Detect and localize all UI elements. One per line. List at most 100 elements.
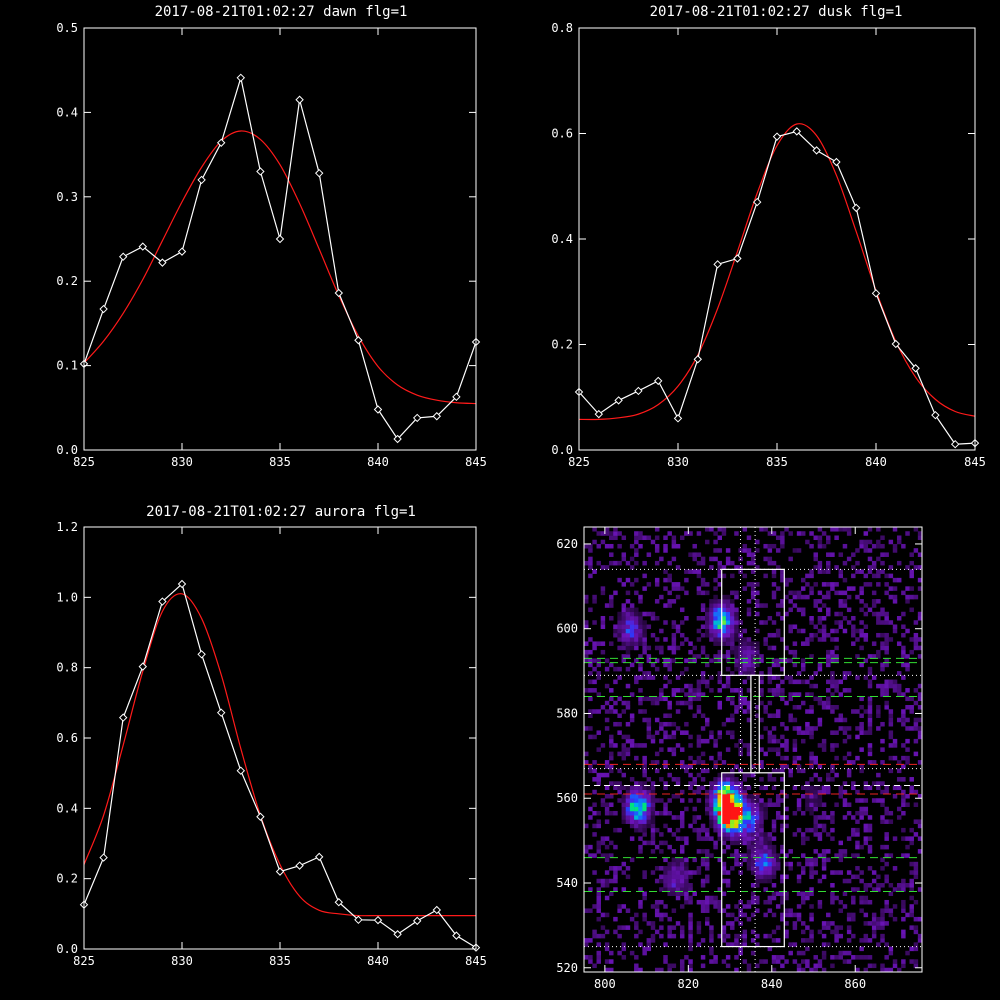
heatmap-cell	[638, 675, 643, 680]
heatmap-cell	[909, 840, 914, 846]
heatmap-cell	[784, 645, 789, 651]
heatmap-cell	[813, 963, 818, 969]
heatmap-cell	[717, 933, 723, 939]
heatmap-cell	[792, 832, 798, 837]
heatmap-cell	[750, 849, 756, 854]
heatmap-cell	[742, 527, 748, 532]
heatmap-cell	[826, 590, 831, 596]
heatmap-cell	[621, 755, 627, 761]
heatmap-cell	[792, 743, 798, 748]
heatmap-cell	[842, 675, 848, 680]
heatmap-cell	[780, 679, 785, 685]
heatmap-cell	[688, 946, 693, 952]
heatmap-cell	[884, 683, 889, 689]
heatmap-cell	[784, 764, 789, 769]
heatmap-cell	[642, 815, 647, 820]
heatmap-cell	[901, 899, 906, 905]
heatmap-cell	[688, 938, 693, 943]
heatmap-cell	[642, 628, 647, 634]
heatmap-cell	[609, 641, 614, 646]
heatmap-cell	[800, 866, 806, 871]
heatmap-cell	[705, 802, 710, 808]
heatmap-cell	[813, 798, 818, 803]
heatmap-cell	[759, 857, 764, 863]
heatmap-cell	[901, 611, 906, 617]
heatmap-cell	[696, 679, 702, 685]
heatmap-cell	[771, 853, 777, 858]
heatmap-cell	[830, 836, 835, 841]
heatmap-cell	[721, 798, 727, 803]
heatmap-cell	[888, 573, 894, 579]
heatmap-cell	[813, 789, 818, 795]
heatmap-cell	[705, 611, 710, 617]
heatmap-cell	[709, 895, 714, 901]
heatmap-cell	[780, 692, 785, 697]
heatmap-cell	[792, 662, 798, 668]
heatmap-cell	[717, 887, 723, 892]
heatmap-cell	[842, 959, 848, 964]
heatmap-cell	[742, 912, 748, 918]
heatmap-cell	[759, 679, 764, 685]
heatmap-cell	[755, 815, 760, 820]
heatmap-cell	[792, 760, 798, 765]
heatmap-cell	[721, 785, 727, 791]
heatmap-cell	[905, 738, 910, 744]
heatmap-cell	[775, 815, 781, 820]
heatmap-cell	[830, 963, 835, 969]
heatmap-cell	[654, 548, 660, 553]
heatmap-cell	[863, 798, 869, 803]
heatmap-cell	[721, 683, 727, 689]
heatmap-cell	[792, 785, 798, 791]
heatmap-cell	[863, 840, 869, 846]
heatmap-cell	[604, 785, 610, 791]
heatmap-cell	[588, 560, 593, 566]
heatmap-cell	[871, 916, 877, 922]
heatmap-cell	[663, 874, 668, 880]
heatmap-cell	[725, 641, 731, 646]
heatmap-cell	[888, 908, 894, 913]
heatmap-cell	[896, 967, 902, 973]
heatmap-cell	[759, 819, 764, 824]
heatmap-cell	[809, 938, 814, 943]
heatmap-cell	[679, 730, 685, 735]
heatmap-cell	[634, 620, 639, 625]
heatmap-cell	[667, 599, 672, 604]
heatmap-cell	[684, 836, 689, 841]
heatmap-cell	[659, 878, 664, 884]
heatmap-cell	[784, 582, 789, 587]
heatmap-cell	[813, 696, 818, 702]
heatmap-cell	[621, 637, 627, 642]
heatmap-cell	[688, 887, 693, 892]
heatmap-cell	[609, 840, 614, 846]
heatmap-cell	[604, 709, 610, 714]
heatmap-cell	[688, 967, 693, 973]
heatmap-cell	[859, 798, 864, 803]
heatmap-cell	[675, 815, 681, 820]
heatmap-cell	[838, 717, 844, 723]
heatmap-cell	[609, 662, 614, 668]
heatmap-cell	[780, 899, 785, 905]
heatmap-cell	[750, 861, 756, 867]
heatmap-cell	[917, 552, 923, 557]
heatmap-cell	[755, 849, 760, 854]
heatmap-cell	[734, 785, 739, 791]
heatmap-cell	[767, 688, 773, 693]
heatmap-cell	[909, 785, 914, 791]
heatmap-cell	[834, 565, 839, 570]
dusk-fit-curve	[578, 123, 976, 421]
heatmap-cell	[609, 768, 614, 774]
heatmap-cell	[671, 734, 677, 740]
heatmap-cell	[892, 594, 898, 600]
heatmap-cell	[775, 891, 781, 897]
heatmap-cell	[884, 806, 889, 812]
heatmap-cell	[913, 637, 919, 642]
heatmap-cell	[600, 620, 606, 625]
heatmap-cell	[654, 878, 660, 884]
heatmap-cell	[917, 849, 923, 854]
heatmap-cell	[675, 874, 681, 880]
heatmap-cell	[817, 959, 823, 964]
heatmap-cell	[675, 594, 681, 600]
heatmap-cell	[617, 675, 622, 680]
heatmap-cell	[634, 560, 639, 566]
heatmap-cell	[604, 942, 610, 947]
